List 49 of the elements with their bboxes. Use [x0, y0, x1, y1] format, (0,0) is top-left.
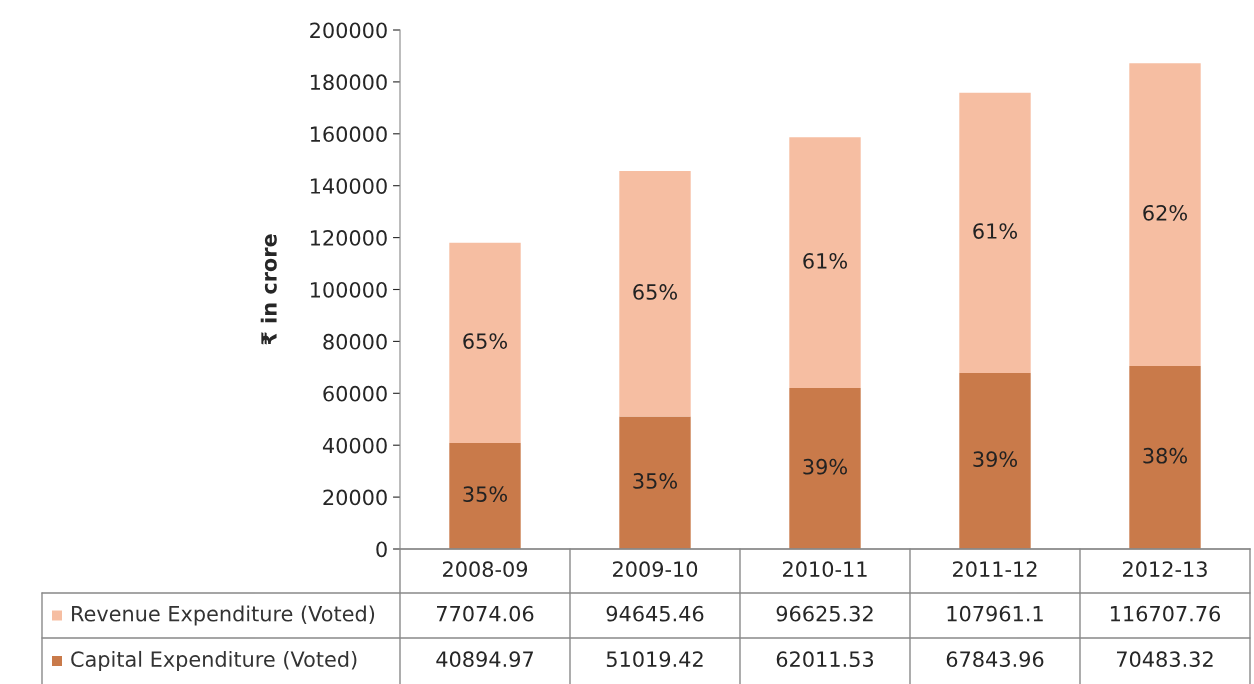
annotation: 61%: [803, 253, 847, 269]
y-tick-label: 40000: [322, 437, 387, 454]
x-tick-label: 2012-13: [1123, 561, 1207, 578]
bar: [789, 388, 861, 549]
x-tick-label: 2011-12: [953, 561, 1037, 578]
bar: [789, 137, 861, 389]
bar: [1129, 366, 1201, 549]
annotation: 65%: [633, 284, 677, 300]
annotation: 62%: [1143, 204, 1187, 221]
bar: [619, 416, 691, 549]
data-label: 94645.46: [606, 605, 704, 622]
y-tick-label: 60000: [323, 385, 387, 402]
y-tick-label: 120000: [310, 230, 387, 246]
bar: [959, 92, 1031, 373]
x-tick-label: 2010-11: [783, 561, 867, 578]
x-tick-label: 2008-09: [443, 561, 528, 578]
data-label: 67843.96: [946, 651, 1044, 668]
legend-label: Revenue Expenditure (Voted): [72, 605, 375, 626]
bar: [619, 171, 691, 417]
data-label: 40894.97: [436, 651, 533, 668]
annotation: 39%: [803, 458, 847, 475]
y-tick-label: 160000: [310, 126, 387, 143]
data-label: 62011.53: [776, 651, 874, 668]
bar: [449, 442, 521, 549]
bar: [959, 372, 1031, 549]
y-tick-label: 100000: [310, 281, 387, 298]
annotation: 61%: [973, 223, 1017, 239]
bar: [449, 242, 521, 443]
x-tick-label: 2009-10: [613, 561, 698, 578]
data-label: 96625.32: [776, 605, 873, 622]
data-label: 116707.76: [1110, 605, 1221, 622]
y-tick-label: 140000: [310, 178, 387, 194]
data-label: 51019.42: [606, 651, 703, 668]
y-tick-label: 0: [376, 541, 387, 558]
bar: [1129, 63, 1201, 367]
annotation: 35%: [463, 486, 507, 502]
y-tick-label: 80000: [323, 333, 387, 350]
annotation: 35%: [633, 473, 677, 489]
annotation: 39%: [973, 451, 1017, 468]
y-tick-label: 200000: [310, 22, 387, 39]
data-label: 77074.06: [437, 605, 534, 622]
annotation: 65%: [463, 333, 507, 349]
y-tick-label: 180000: [310, 74, 387, 91]
annotation: 38%: [1143, 447, 1187, 464]
legend-label: Capital Expenditure (Voted): [71, 650, 357, 672]
data-label: 107961.1: [947, 605, 1043, 622]
data-label: 70483.32: [1117, 651, 1213, 668]
y-tick-label: 20000: [323, 489, 387, 506]
y-axis-title: ₹ in crore: [260, 234, 277, 345]
